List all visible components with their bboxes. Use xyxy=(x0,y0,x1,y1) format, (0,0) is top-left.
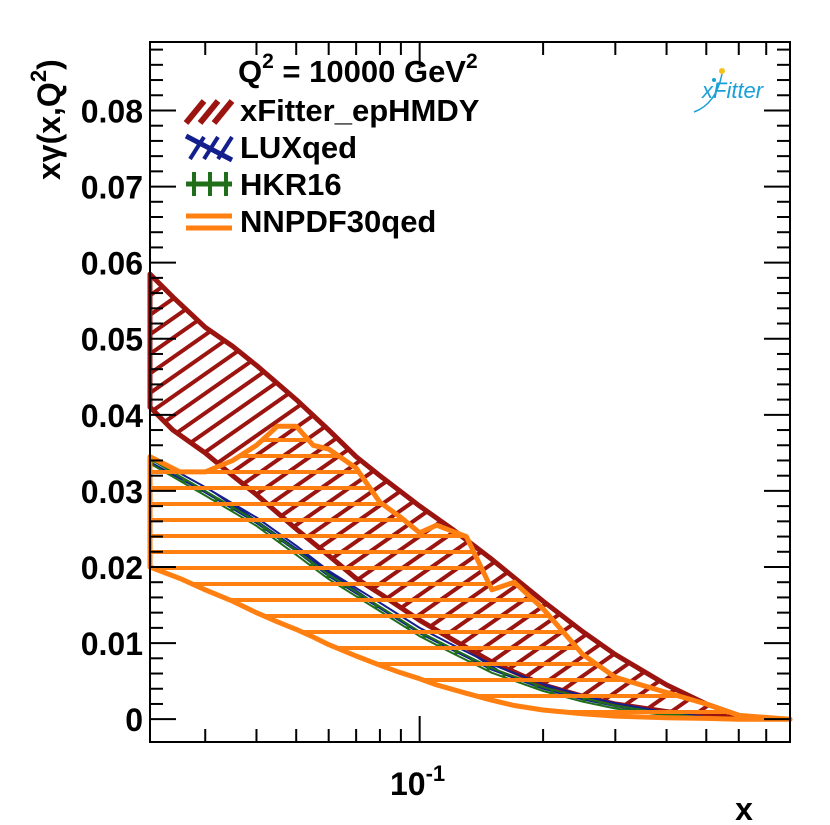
plot-frame xyxy=(149,41,791,743)
legend-entry-luxqed: LUXqed xyxy=(184,130,357,165)
legend-swatch xyxy=(183,99,235,125)
band-nnpdf30qed xyxy=(147,423,793,722)
logo-dot-yellow xyxy=(719,68,725,74)
y-tick-label: 0.02 xyxy=(81,550,143,586)
legend-entry-nnpdf30qed: NNPDF30qed xyxy=(186,204,436,239)
legend-label: NNPDF30qed xyxy=(240,204,436,239)
legend-swatch xyxy=(184,133,234,163)
legend-label: LUXqed xyxy=(240,130,357,165)
x-axis-title: x xyxy=(735,791,753,825)
xfitter-logo: xFitter xyxy=(693,68,765,113)
y-tick-label: 0.05 xyxy=(81,322,143,358)
y-tick-label: 0 xyxy=(125,702,143,738)
logo-swoosh xyxy=(693,73,723,113)
chart-title: Q2 = 10000 GeV2 xyxy=(238,50,478,89)
y-tick-label: 0.08 xyxy=(81,93,143,129)
legend-swatch xyxy=(186,172,232,196)
logo-text: xFitter xyxy=(701,78,765,103)
legend-label: HKR16 xyxy=(240,167,342,202)
ticks-layer xyxy=(150,42,790,742)
y-tick-labels: 0 0.01 0.02 0.03 0.04 0.05 0.06 0.07 0.08 xyxy=(81,93,143,738)
x-tick-label-major: 10-1 xyxy=(390,761,445,802)
logo-dot-blue xyxy=(712,78,716,82)
y-tick-label: 0.07 xyxy=(81,170,143,206)
y-tick-label: 0.03 xyxy=(81,474,143,510)
y-axis-title: xγ(x,Q2) xyxy=(26,59,67,180)
y-tick-label: 0.01 xyxy=(81,626,143,662)
legend-swatch xyxy=(186,213,232,231)
bands-layer xyxy=(147,271,793,722)
legend-entry-hkr16: HKR16 xyxy=(186,167,342,202)
legend-label: xFitter_epHMDY xyxy=(240,93,480,128)
y-tick-label: 0.04 xyxy=(81,398,143,434)
legend-entry-xfitter-ephmdy: xFitter_epHMDY xyxy=(183,93,480,128)
y-tick-label: 0.06 xyxy=(81,246,143,282)
